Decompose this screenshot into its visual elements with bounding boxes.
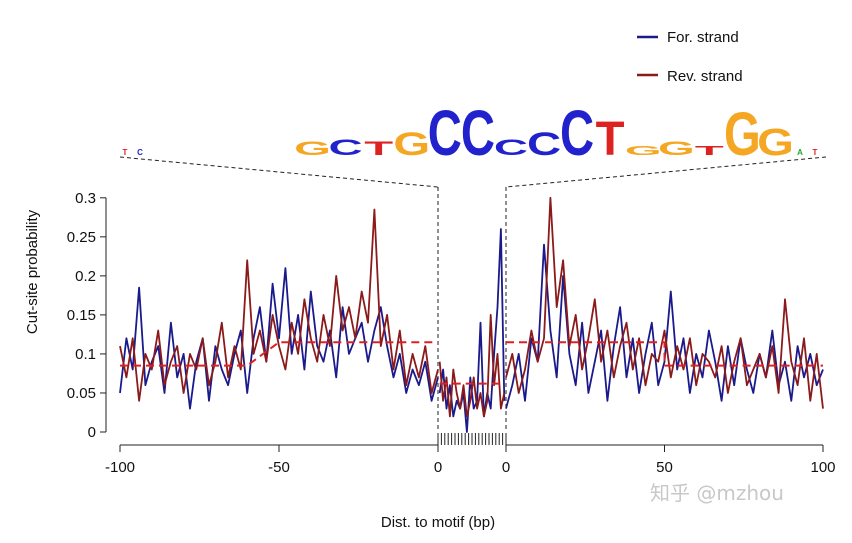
logo-letter: C [560, 97, 594, 169]
zoom-connectors [119, 156, 827, 430]
y-tick-label: 0.25 [67, 229, 96, 246]
logo-letter-glyph: G [757, 121, 794, 164]
legend-forward-label: For. strand [667, 29, 739, 46]
x-tick-label: 100 [810, 459, 835, 476]
forward-strand-line-right [505, 243, 824, 409]
logo-letter: C [329, 135, 363, 160]
y-axis-title: Cut-site probability [24, 209, 41, 334]
series-group [119, 196, 824, 433]
logo-letter-glyph: T [364, 137, 393, 159]
x-tick-label: -50 [268, 459, 290, 476]
x-tick-label: 50 [656, 459, 673, 476]
y-tick-label: 0.15 [67, 307, 96, 324]
logo-letter-glyph: G [658, 137, 695, 159]
zoom-connector-left [119, 156, 439, 188]
legend-reverse-label: Rev. strand [667, 68, 743, 85]
y-tick-label: 0.3 [75, 190, 96, 207]
logo-letter: G [757, 121, 794, 164]
y-axis: 0 0.05 0.1 0.15 0.2 0.25 0.3 [67, 190, 107, 441]
logo-minor-letter: C [137, 148, 143, 157]
reverse-strand-line-motif [438, 313, 506, 418]
logo-letter: C [527, 126, 561, 162]
y-tick-label: 0.1 [75, 346, 96, 363]
logo-letter-glyph: G [625, 144, 662, 158]
mean-line-right [506, 341, 823, 367]
logo-letter: C [494, 135, 528, 160]
logo-letter: C [428, 97, 462, 169]
logo-letter: G [294, 137, 331, 159]
logo-letter: G [625, 144, 662, 158]
logo-letter: C [461, 97, 495, 169]
logo-letter-glyph: T [596, 113, 625, 166]
logo-letter-glyph: C [329, 135, 363, 160]
logo-letter: T [364, 137, 393, 159]
logo-letter: T [695, 144, 724, 158]
forward-strand-line-left [119, 267, 439, 410]
x-axis-title: Dist. to motif (bp) [381, 514, 495, 531]
logo-letter-glyph: T [695, 144, 724, 158]
mean-line-left [120, 341, 438, 367]
logo-letter-glyph: C [560, 97, 594, 169]
zoom-connector-right [505, 156, 827, 188]
logo-letter: G [393, 126, 430, 162]
y-tick-label: 0.2 [75, 268, 96, 285]
x-tick-label: -100 [105, 459, 135, 476]
logo-letter-glyph: C [428, 97, 462, 169]
logo-letter: G [658, 137, 695, 159]
logo-minor-letter: T [123, 148, 128, 157]
logo-letter-glyph: C [461, 97, 495, 169]
x-tick-label: 0 [434, 459, 442, 476]
y-tick-label: 0.05 [67, 385, 96, 402]
x-tick-label: 0 [502, 459, 510, 476]
legend: For. strand Rev. strand [637, 29, 743, 85]
logo-minor-letter: T [813, 148, 818, 157]
reverse-strand-line-left [119, 208, 439, 402]
logo-letter-glyph: G [294, 137, 331, 159]
y-tick-label: 0 [88, 424, 96, 441]
logo-letter-glyph: G [393, 126, 430, 162]
logo-letter: G [724, 100, 761, 168]
logo-letter: T [596, 113, 625, 166]
logo-letter-glyph: G [724, 100, 761, 168]
logo-letter-glyph: C [494, 135, 528, 160]
watermark: 知乎 @mzhou [650, 481, 784, 505]
reverse-strand-line-right [505, 196, 824, 409]
logo-letter-glyph: C [527, 126, 561, 162]
x-axis: -100 -50 0 0 50 100 [105, 433, 836, 476]
logo-minor-letter: A [797, 148, 803, 157]
